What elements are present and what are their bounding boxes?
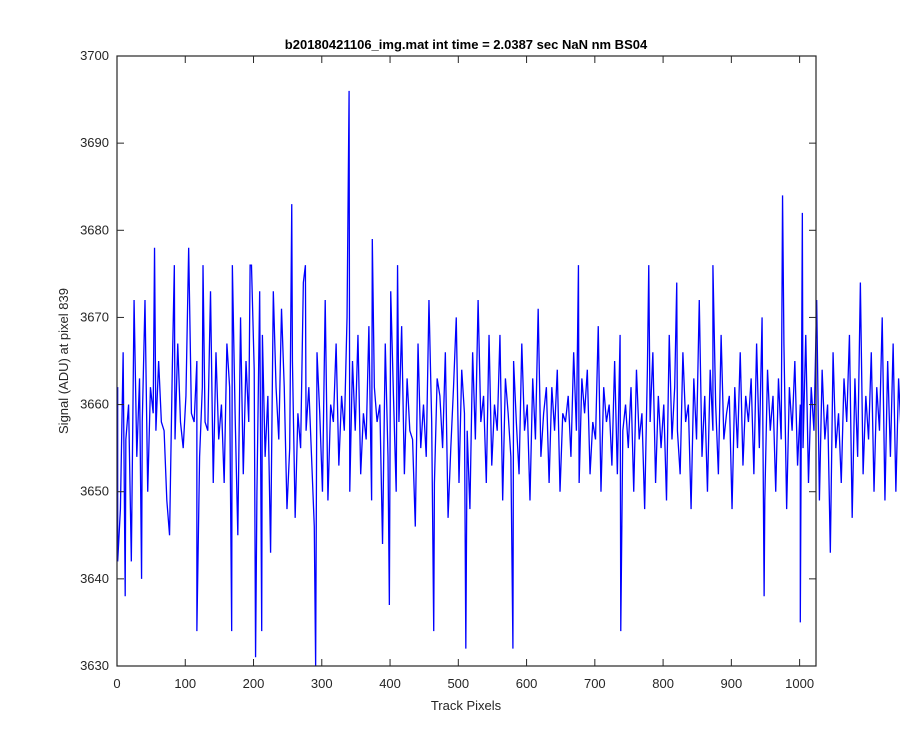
x-tick-label: 600 [516,676,538,691]
data-series-line-0 [117,90,900,667]
y-tick-label: 3690 [80,135,109,150]
y-tick-label: 3650 [80,484,109,499]
x-tick-label: 800 [652,676,674,691]
x-tick-label: 0 [113,676,120,691]
x-tick-label: 100 [174,676,196,691]
x-tick-label: 700 [584,676,606,691]
y-tick-label: 3660 [80,397,109,412]
x-axis-label: Track Pixels [431,698,502,713]
data-layer [117,90,900,667]
y-axis: 3630 3640 3650 3660 3670 3680 3690 3700 [80,48,816,673]
y-axis-label: Signal (ADU) at pixel 839 [56,288,71,434]
x-tick-label: 1000 [785,676,814,691]
x-tick-label: 200 [243,676,265,691]
y-tick-label: 3670 [80,309,109,324]
y-tick-label: 3680 [80,222,109,237]
y-tick-label: 3640 [80,571,109,586]
y-tick-label: 3630 [80,658,109,673]
y-tick-label: 3700 [80,48,109,63]
chart-title: b20180421106_img.mat int time = 2.0387 s… [285,37,648,52]
x-tick-label: 400 [379,676,401,691]
x-axis: 0 100 200 300 400 500 600 700 800 900 1000 [113,56,814,691]
x-tick-label: 900 [721,676,743,691]
axes-box [116,55,817,667]
x-tick-label: 500 [447,676,469,691]
x-tick-label: 300 [311,676,333,691]
